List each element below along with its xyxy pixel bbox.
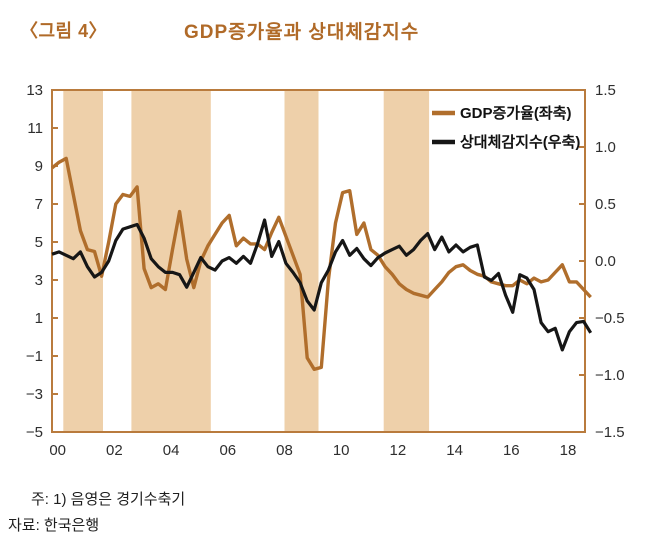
x-axis-tick-label: 16 xyxy=(503,442,520,459)
left-axis-tick-label: 1 xyxy=(35,310,43,327)
footnote-source: 자료: 한국은행 xyxy=(8,517,100,534)
x-axis-tick-label: 14 xyxy=(446,442,463,459)
right-axis-tick-label: −1.5 xyxy=(595,424,625,441)
recession-band xyxy=(284,90,319,432)
x-axis-tick-label: 04 xyxy=(163,442,180,459)
legend-label: 상대체감지수(우축) xyxy=(460,133,580,151)
figure-label: 〈그림 4〉 xyxy=(20,21,108,41)
right-axis-tick-label: 0.5 xyxy=(595,196,616,213)
left-axis-tick-label: 11 xyxy=(27,120,43,137)
left-axis-tick-label: 3 xyxy=(35,272,43,289)
left-axis-tick-label: −1 xyxy=(26,348,43,365)
right-axis-tick-label: 1.5 xyxy=(595,82,616,99)
x-axis-tick-label: 12 xyxy=(390,442,407,459)
left-axis-tick-label: 5 xyxy=(35,234,43,251)
right-axis-tick-label: −0.5 xyxy=(595,310,625,327)
dual-axis-line-chart: 13 11 9 7 5 3 1 −1 −3 −5 1.5 1.0 0.5 0.0 −0.5 −1.0 −1.5 0… xyxy=(26,82,625,459)
page-title: GDP증가율과 상대체감지수 xyxy=(184,22,420,43)
x-axis-tick-label: 10 xyxy=(333,442,350,459)
left-axis-tick-label: 7 xyxy=(35,196,43,213)
left-axis-tick-label: −5 xyxy=(26,424,43,441)
left-axis-tick-label: 9 xyxy=(35,158,43,175)
left-axis-tick-label: 13 xyxy=(26,82,43,99)
left-axis-tick-label: −3 xyxy=(26,386,43,403)
x-axis-tick-label: 08 xyxy=(276,442,293,459)
recession-band xyxy=(383,90,430,432)
x-axis-tick-label: 02 xyxy=(106,442,123,459)
x-axis-tick-label: 06 xyxy=(219,442,236,459)
legend-label: GDP증가율(좌축) xyxy=(460,105,572,122)
x-axis-tick-label: 18 xyxy=(560,442,577,459)
right-axis-tick-label: 0.0 xyxy=(595,253,616,270)
right-axis-tick-label: 1.0 xyxy=(595,139,616,156)
right-axis-tick-label: −1.0 xyxy=(595,367,625,384)
footnote-note: 주: 1) 음영은 경기수축기 xyxy=(31,491,186,508)
chart-header: 〈그림 4〉 GDP증가율과 상대체감지수 xyxy=(0,14,661,48)
x-axis-tick-label: 00 xyxy=(49,442,66,459)
relative-sentiment-line xyxy=(51,218,593,352)
